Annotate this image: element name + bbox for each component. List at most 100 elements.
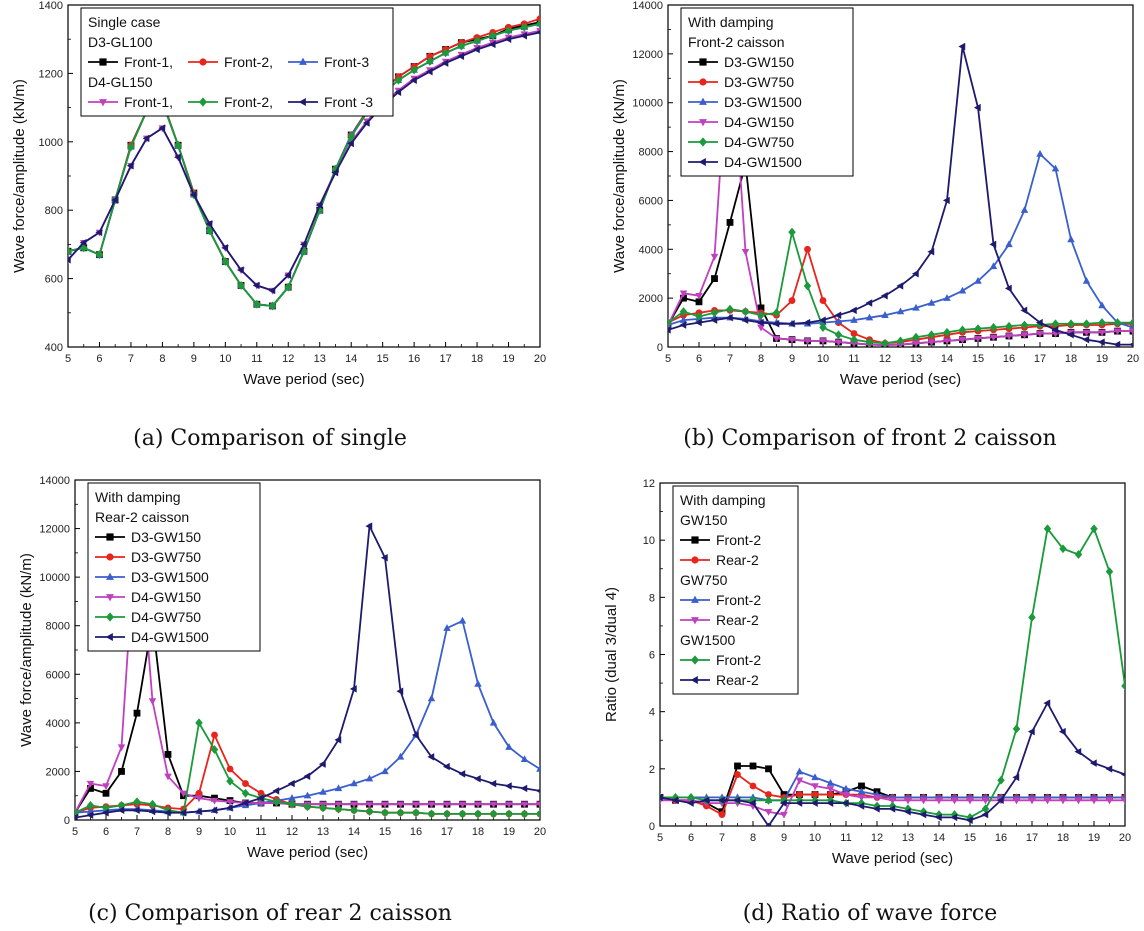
- data-point: [300, 246, 308, 256]
- data-point: [695, 292, 703, 300]
- data-point: [1074, 550, 1083, 559]
- data-point: [679, 290, 688, 298]
- data-point: [362, 119, 370, 127]
- legend-entry-label: Rear-2: [716, 672, 759, 688]
- x-tick-label: 5: [65, 353, 71, 365]
- data-point: [488, 40, 496, 49]
- y-tick-label: 2000: [46, 766, 70, 778]
- x-tick-label: 14: [348, 826, 360, 838]
- data-point: [711, 275, 718, 282]
- x-tick-label: 12: [286, 826, 298, 838]
- data-point: [888, 805, 896, 813]
- data-point: [779, 799, 787, 807]
- data-point: [347, 139, 354, 148]
- legend-header: GW150: [680, 512, 728, 528]
- data-point: [850, 335, 858, 345]
- subfigure-caption: (b) Comparison of front 2 caisson: [683, 426, 1056, 451]
- y-tick-label: 12: [643, 478, 655, 490]
- data-point: [718, 811, 726, 818]
- x-tick-label: 10: [224, 826, 236, 838]
- data-point: [1113, 340, 1121, 347]
- data-point: [101, 808, 109, 817]
- data-point: [679, 316, 688, 323]
- y-tick-label: 2000: [639, 293, 663, 305]
- data-point: [288, 799, 296, 809]
- data-point: [179, 790, 188, 798]
- data-point: [394, 75, 403, 85]
- chart-a: 5 6 7 8 9 10 11 12 13 14 15 16 17 18 19 20 400 600 800 1000…: [11, 0, 546, 451]
- data-point: [965, 816, 973, 825]
- x-tick-label: 14: [345, 353, 357, 365]
- data-point: [189, 191, 197, 199]
- data-point: [268, 301, 277, 311]
- data-point: [810, 799, 818, 807]
- data-point: [412, 808, 420, 818]
- data-point: [765, 791, 772, 798]
- data-point: [536, 19, 540, 29]
- y-tick-label: 1200: [39, 68, 63, 80]
- x-tick-label: 19: [502, 353, 514, 365]
- data-point: [334, 736, 342, 744]
- data-point: [1020, 306, 1028, 315]
- data-point: [86, 801, 95, 810]
- data-point: [164, 805, 172, 815]
- data-point: [811, 791, 819, 798]
- y-tick-label: 1400: [39, 0, 63, 12]
- data-point: [974, 324, 982, 334]
- data-point: [966, 813, 974, 822]
- legend-header: GW750: [680, 572, 728, 588]
- legend-entry-label: Front-2,: [224, 54, 273, 70]
- data-point: [396, 752, 405, 760]
- data-point: [804, 245, 811, 253]
- x-tick-label: 15: [972, 353, 984, 365]
- data-point: [679, 307, 688, 316]
- data-point: [381, 767, 389, 775]
- x-tick-label: 5: [657, 832, 663, 844]
- legend-entry-label: D3-GW150: [131, 529, 201, 545]
- x-tick-label: 11: [848, 353, 859, 365]
- data-point: [284, 271, 291, 279]
- data-point: [474, 679, 482, 687]
- data-point: [1121, 681, 1125, 691]
- data-point: [734, 771, 741, 778]
- data-point: [350, 779, 358, 787]
- data-point: [1105, 567, 1114, 577]
- data-point: [102, 783, 110, 791]
- data-point: [1012, 773, 1020, 782]
- data-point: [427, 809, 436, 819]
- data-point: [943, 327, 951, 337]
- data-point: [489, 809, 498, 819]
- data-point: [881, 311, 889, 318]
- data-point: [520, 809, 529, 819]
- data-point: [911, 269, 919, 278]
- data-point: [427, 753, 435, 761]
- x-tick-label: 7: [719, 832, 725, 844]
- data-point: [474, 809, 482, 819]
- data-point: [241, 799, 249, 807]
- x-tick-label: 10: [817, 353, 829, 365]
- data-point: [660, 793, 663, 802]
- legend-entry-label: Front-3: [324, 54, 369, 70]
- data-point: [1082, 319, 1091, 329]
- data-point: [966, 797, 974, 805]
- data-point: [210, 806, 218, 815]
- data-point: [458, 801, 467, 809]
- data-point: [163, 808, 171, 817]
- data-point: [426, 57, 434, 66]
- data-point: [489, 779, 497, 788]
- legend-swatch-marker: [691, 655, 699, 665]
- data-point: [1020, 332, 1029, 339]
- data-point: [826, 786, 835, 793]
- data-point: [702, 796, 710, 805]
- legend-swatch-marker: [106, 594, 114, 602]
- legend-swatch-marker: [199, 58, 207, 66]
- data-point: [842, 784, 850, 792]
- legend: With damping Front-2 caisson D3-GW150 D3-GW…: [680, 7, 854, 177]
- data-point: [164, 773, 172, 781]
- data-point: [927, 330, 936, 340]
- legend-entry-label: D3-GW750: [724, 74, 794, 90]
- data-point: [520, 755, 529, 763]
- data-point: [318, 760, 326, 768]
- legend-swatch-marker: [699, 78, 707, 86]
- data-point: [695, 298, 703, 306]
